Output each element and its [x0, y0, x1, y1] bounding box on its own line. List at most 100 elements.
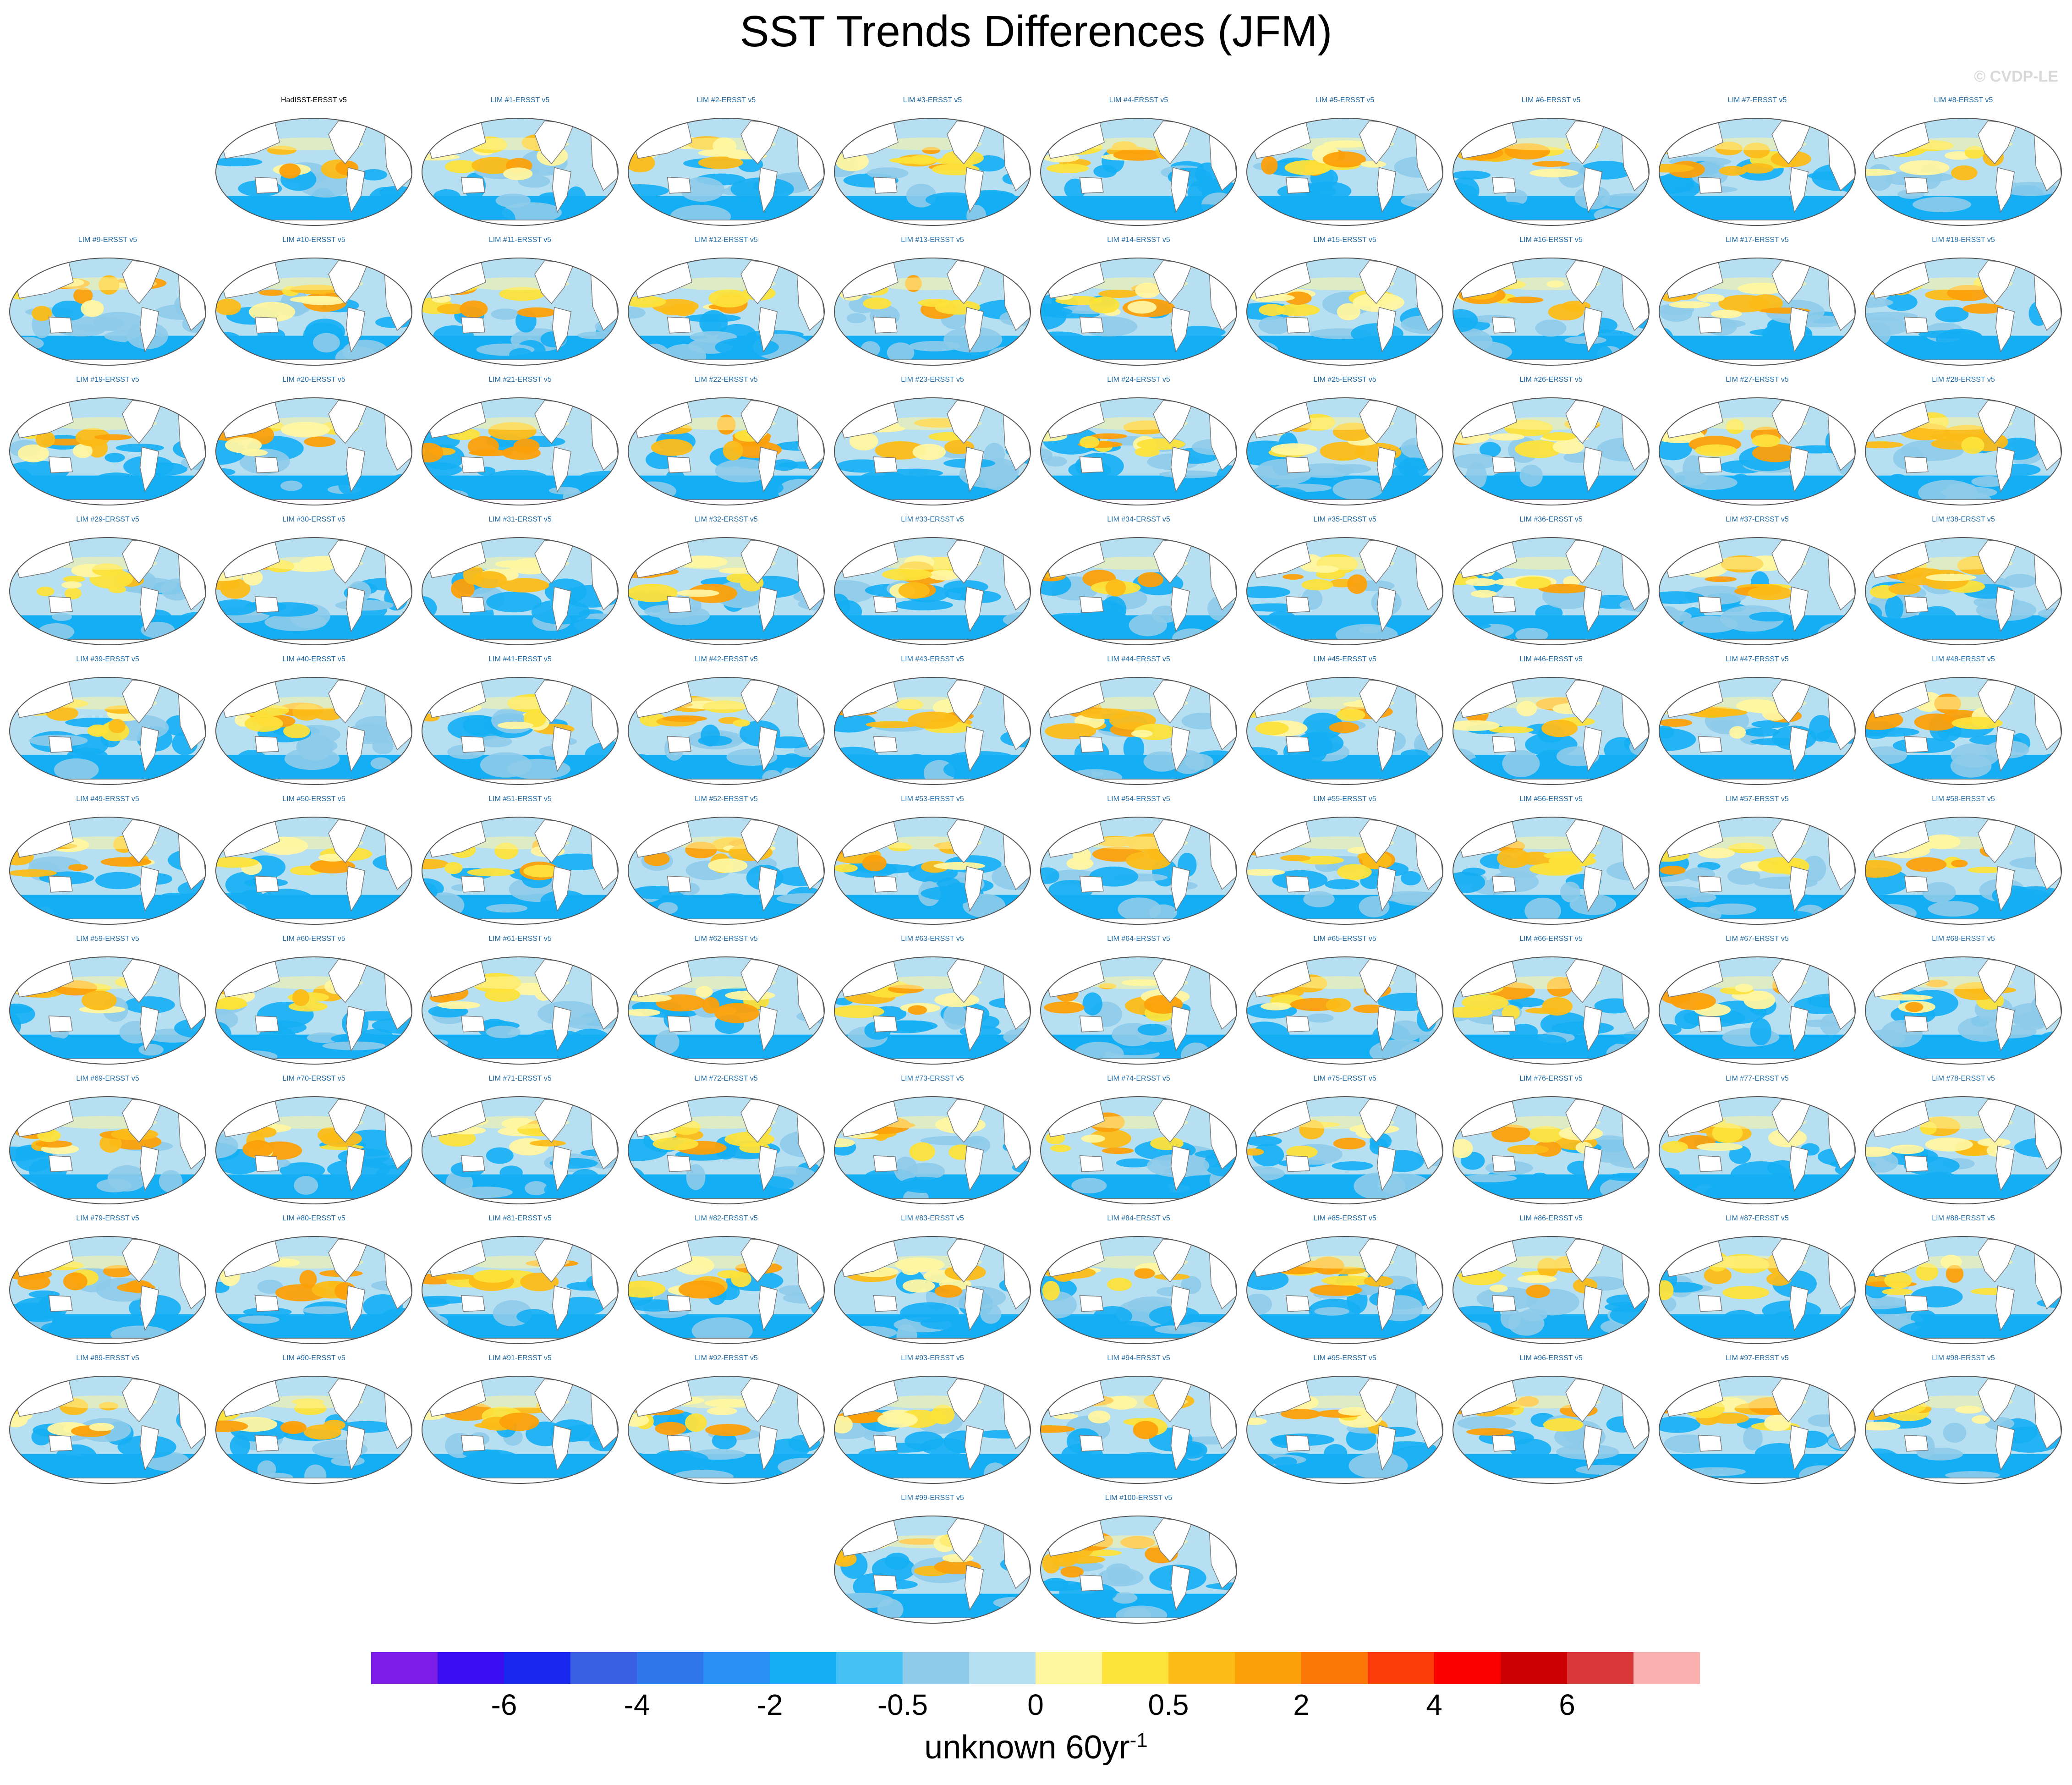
positive-anomaly-patch: [1697, 294, 1725, 302]
map-outline: [1453, 118, 1650, 226]
land-australia: [1904, 176, 1929, 194]
positive-anomaly-patch: [484, 988, 521, 1002]
negative-anomaly-patch: [1074, 201, 1093, 214]
land-south-america: [139, 1145, 159, 1192]
negative-anomaly-patch: [628, 184, 669, 198]
map-panel: LIM #45-ERSST v5: [1244, 655, 1446, 790]
positive-anomaly-patch: [471, 157, 516, 174]
land-australia: [1904, 1434, 1929, 1452]
negative-anomaly-patch: [195, 626, 206, 645]
panel-label: LIM #61-ERSST v5: [488, 935, 552, 943]
negative-anomaly-patch: [589, 1184, 609, 1204]
positive-anomaly-patch: [499, 287, 545, 301]
land-south-america: [345, 586, 366, 632]
land-australia: [667, 1295, 691, 1312]
map-panel: LIM #100-ERSST v5: [1038, 1494, 1239, 1629]
positive-anomaly-patch: [1105, 579, 1126, 597]
map-outline: [1659, 1236, 1856, 1344]
map-outline: [1453, 258, 1650, 366]
positive-anomaly-patch: [1490, 433, 1524, 441]
negative-anomaly-patch: [486, 470, 549, 487]
negative-anomaly-patch: [1387, 1020, 1423, 1042]
negative-anomaly-patch: [1529, 483, 1564, 504]
land-south-america: [1583, 446, 1603, 493]
land-australia: [667, 1434, 691, 1452]
negative-anomaly-patch: [335, 346, 378, 365]
panel-label: LIM #3-ERSST v5: [903, 96, 962, 104]
positive-anomaly-patch: [1694, 444, 1737, 457]
panel-label: LIM #45-ERSST v5: [1313, 655, 1376, 663]
map-panel: LIM #40-ERSST v5: [213, 655, 415, 790]
positive-anomaly-patch: [1526, 1285, 1550, 1298]
land-australia: [873, 875, 898, 893]
land-south-america: [1170, 446, 1190, 493]
positive-anomaly-patch: [1722, 1285, 1770, 1299]
panel-label: LIM #24-ERSST v5: [1107, 376, 1170, 384]
positive-anomaly-patch: [1661, 1141, 1688, 1153]
map-outline: [1246, 1236, 1443, 1344]
sst-trend-map: [422, 258, 619, 366]
negative-anomaly-patch: [389, 352, 412, 364]
negative-anomaly-patch: [1683, 455, 1704, 483]
land-australia: [873, 736, 898, 753]
sst-trend-map: [215, 1096, 412, 1204]
map-panel: LIM #42-ERSST v5: [625, 655, 827, 790]
map-panel: LIM #34-ERSST v5: [1038, 516, 1239, 650]
negative-anomaly-patch: [1123, 735, 1145, 763]
negative-anomaly-patch: [954, 615, 999, 634]
land-south-america: [1583, 1425, 1603, 1471]
negative-anomaly-patch: [174, 1018, 206, 1038]
land-australia: [48, 736, 73, 753]
positive-anomaly-patch: [1561, 301, 1591, 312]
negative-anomaly-patch: [1419, 1028, 1440, 1053]
map-panel: LIM #8-ERSST v5: [1863, 96, 2064, 231]
sst-trend-map: [422, 118, 619, 226]
sst-trend-map: [1453, 537, 1650, 645]
negative-anomaly-patch: [980, 1303, 1002, 1324]
panel-label: LIM #33-ERSST v5: [901, 516, 964, 523]
panel-label: LIM #60-ERSST v5: [282, 935, 345, 943]
map-panel: LIM #68-ERSST v5: [1863, 935, 2064, 1070]
map-outline: [9, 677, 206, 785]
panel-label: LIM #1-ERSST v5: [490, 96, 550, 104]
land-south-america: [1583, 586, 1603, 632]
negative-anomaly-patch: [1097, 1568, 1144, 1587]
sst-trend-map: [1040, 1376, 1237, 1484]
map-panel: LIM #1-ERSST v5: [419, 96, 621, 231]
map-outline: [422, 537, 619, 645]
negative-anomaly-patch: [1772, 911, 1814, 920]
map-outline: [215, 1376, 412, 1484]
positive-anomaly-patch: [435, 1274, 475, 1280]
land-south-america: [758, 1285, 778, 1331]
map-outline: [1659, 817, 1856, 925]
negative-anomaly-patch: [943, 1004, 967, 1030]
negative-anomaly-patch: [1945, 1471, 2000, 1479]
positive-anomaly-patch: [1137, 572, 1164, 588]
negative-anomaly-patch: [904, 754, 928, 769]
negative-anomaly-patch: [1729, 1145, 1751, 1164]
positive-anomaly-patch: [1951, 165, 1978, 181]
land-australia: [1285, 1155, 1310, 1172]
land-australia: [873, 1295, 898, 1312]
map-outline: [9, 397, 206, 505]
negative-anomaly-patch: [1137, 1023, 1167, 1036]
land-australia: [1698, 736, 1722, 753]
map-outline: [422, 118, 619, 226]
negative-anomaly-patch: [463, 1450, 523, 1474]
panel-label: LIM #82-ERSST v5: [695, 1214, 758, 1222]
map-panel: LIM #23-ERSST v5: [832, 376, 1033, 511]
sst-trend-map: [1659, 1236, 1856, 1344]
land-south-america: [964, 586, 984, 632]
negative-anomaly-patch: [699, 310, 728, 335]
positive-anomaly-patch: [17, 444, 49, 462]
positive-anomaly-patch: [422, 443, 444, 463]
positive-anomaly-patch: [36, 586, 55, 597]
land-australia: [873, 456, 898, 473]
positive-anomaly-patch: [292, 989, 310, 1006]
land-south-america: [139, 866, 159, 912]
negative-anomaly-patch: [1520, 1308, 1548, 1322]
panel-label: LIM #89-ERSST v5: [76, 1354, 139, 1362]
negative-anomaly-patch: [1659, 203, 1681, 225]
positive-anomaly-patch: [834, 1005, 884, 1018]
map-panel: HadISST-ERSST v5: [213, 96, 415, 231]
